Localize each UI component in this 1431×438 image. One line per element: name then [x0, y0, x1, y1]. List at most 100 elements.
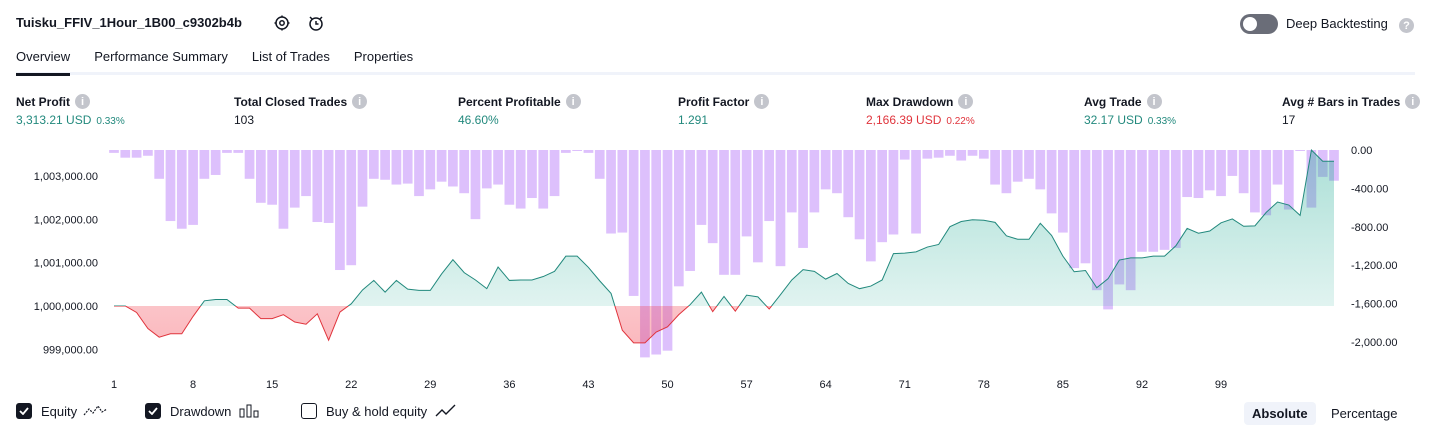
- x-tick-label: 92: [1136, 379, 1148, 391]
- drawdown-bar: [865, 150, 876, 262]
- drawdown-bar: [1069, 150, 1080, 269]
- checkbox-equity[interactable]: [16, 403, 32, 419]
- drawdown-bar: [323, 150, 334, 223]
- drawdown-bar: [1091, 150, 1102, 291]
- legend-label: Equity: [41, 403, 78, 419]
- equity-drawdown-chart: 1,003,000.00 1,002,000.00 1,001,000.00 1,00…: [34, 145, 1398, 391]
- drawdown-bar: [301, 150, 311, 197]
- view-absolute-button[interactable]: Absolute: [1244, 402, 1316, 425]
- legend-drawdown[interactable]: Drawdown: [145, 403, 261, 419]
- info-icon[interactable]: i: [75, 94, 90, 109]
- stat-label: Avg Trade: [1084, 94, 1142, 109]
- drawdown-bar: [222, 150, 232, 153]
- stat-percent: 0.33%: [1147, 116, 1177, 127]
- legend-label: Buy & hold equity: [326, 403, 428, 419]
- y-left-tick-label: 1,001,000.00: [34, 258, 98, 270]
- drawdown-bar: [199, 150, 210, 179]
- tab-bar: Overview Performance Summary List of Tra…: [16, 49, 437, 76]
- legend-buy-hold-equity[interactable]: Buy & hold equity: [301, 403, 459, 419]
- y-right-tick-label: -1,600.00: [1351, 299, 1397, 311]
- stat-value: 2,166.39 USD: [866, 113, 942, 127]
- drawdown-bar: [131, 150, 142, 158]
- drawdown-bar: [651, 150, 662, 355]
- drawdown-bar: [854, 150, 865, 240]
- drawdown-bar: [1170, 150, 1181, 248]
- drawdown-bar: [719, 150, 729, 275]
- help-icon[interactable]: ?: [1399, 18, 1414, 33]
- stat-profit-factor: Profit Factor i 1.291: [678, 94, 770, 127]
- drawdown-bar: [154, 150, 165, 179]
- add-alert-icon[interactable]: [306, 13, 326, 33]
- x-tick-label: 22: [345, 379, 357, 391]
- stat-percent: 0.33%: [96, 116, 125, 127]
- info-icon[interactable]: i: [565, 94, 581, 109]
- drawdown-bar: [233, 150, 244, 153]
- drawdown-bar: [990, 150, 1000, 185]
- info-icon[interactable]: i: [1146, 94, 1162, 109]
- y-axis-right: 0.00 -400.00 -800.00 -1,200.00 -1,600.00 -2,0…: [1351, 145, 1397, 349]
- checkbox-buy-hold-equity[interactable]: [301, 403, 317, 419]
- drawdown-bar: [1283, 150, 1294, 210]
- drawdown-bar: [730, 150, 741, 275]
- legend-label: Drawdown: [170, 403, 232, 419]
- drawdown-bar: [978, 150, 989, 159]
- stat-value: 46.60%: [458, 113, 499, 127]
- drawdown-bar: [459, 150, 470, 194]
- stat-label: Net Profit: [16, 94, 70, 109]
- drawdown-bar: [1204, 150, 1215, 191]
- drawdown-bar: [380, 150, 390, 180]
- drawdown-bar: [176, 150, 187, 229]
- tab-overview[interactable]: Overview: [16, 49, 71, 76]
- tab-properties[interactable]: Properties: [353, 49, 414, 64]
- drawdown-bar: [798, 150, 808, 248]
- drawdown-bar: [1193, 150, 1204, 199]
- gear-icon[interactable]: [272, 13, 292, 33]
- tab-performance-summary[interactable]: Performance Summary: [94, 49, 228, 64]
- deep-backtesting-toggle[interactable]: [1240, 14, 1278, 34]
- info-icon[interactable]: i: [958, 94, 974, 109]
- legend-equity[interactable]: Equity: [16, 403, 109, 419]
- stat-value: 32.17 USD: [1084, 113, 1143, 127]
- checkbox-drawdown[interactable]: [145, 403, 161, 419]
- drawdown-bar: [1216, 150, 1226, 197]
- info-icon[interactable]: i: [352, 94, 368, 109]
- y-right-tick-label: -400.00: [1351, 183, 1388, 195]
- drawdown-bar: [244, 150, 255, 179]
- y-left-tick-label: 1,003,000.00: [34, 171, 98, 183]
- x-tick-label: 85: [1057, 379, 1069, 391]
- drawdown-bar: [933, 150, 944, 158]
- drawdown-bar: [143, 150, 153, 156]
- drawdown-bar: [448, 150, 458, 187]
- info-icon[interactable]: i: [1405, 94, 1421, 109]
- x-tick-label: 15: [266, 379, 278, 391]
- stat-label: Percent Profitable: [458, 94, 561, 109]
- drawdown-bar: [628, 150, 639, 296]
- drawdown-bar: [594, 150, 605, 179]
- tab-divider: [16, 72, 1415, 75]
- view-percentage-button[interactable]: Percentage: [1331, 406, 1398, 421]
- drawdown-bar: [335, 150, 345, 271]
- buy-hold-line-icon: [435, 404, 456, 417]
- drawdown-bar: [493, 150, 503, 185]
- x-tick-label: 57: [740, 379, 752, 391]
- drawdown-bars: [109, 150, 1339, 358]
- x-tick-label: 43: [582, 379, 594, 391]
- drawdown-bar: [1035, 150, 1046, 190]
- drawdown-bar: [764, 150, 775, 222]
- stat-percent: 0.22%: [946, 116, 975, 127]
- drawdown-bar: [1272, 150, 1283, 185]
- drawdown-bar: [956, 150, 967, 161]
- drawdown-bar: [1137, 150, 1147, 252]
- drawdown-bar: [278, 150, 289, 229]
- tab-list-of-trades[interactable]: List of Trades: [251, 49, 330, 64]
- drawdown-bar: [560, 150, 571, 153]
- x-tick-label: 1: [111, 379, 117, 391]
- info-icon[interactable]: i: [754, 94, 770, 109]
- equity-line-icon: [83, 404, 108, 416]
- stat-max-drawdown: Max Drawdown i 2,166.39 USD 0.22%: [866, 94, 975, 127]
- drawdown-bar: [255, 150, 266, 203]
- drawdown-bar: [312, 150, 323, 223]
- y-right-tick-label: -1,200.00: [1351, 260, 1397, 272]
- y-right-tick-label: 0.00: [1351, 145, 1372, 157]
- drawdown-bar: [696, 150, 707, 225]
